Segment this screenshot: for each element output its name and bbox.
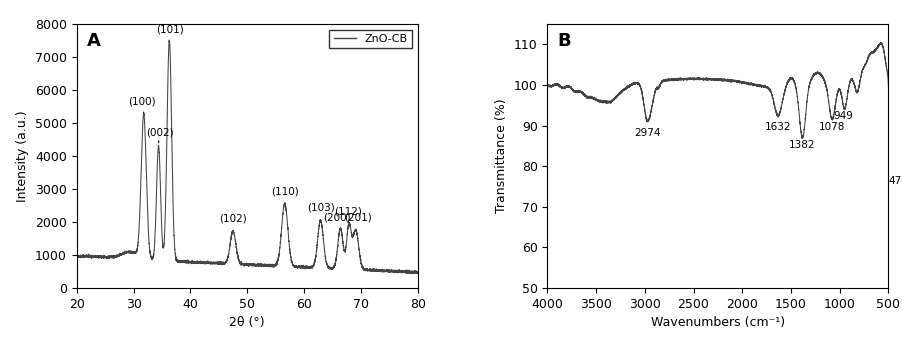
Text: (102): (102) bbox=[219, 214, 247, 224]
X-axis label: Wavenumbers (cm⁻¹): Wavenumbers (cm⁻¹) bbox=[651, 316, 785, 329]
Text: (103): (103) bbox=[308, 203, 335, 213]
Text: 949: 949 bbox=[833, 111, 853, 121]
Text: (110): (110) bbox=[271, 186, 299, 196]
Text: (100): (100) bbox=[128, 96, 156, 113]
Text: (112): (112) bbox=[335, 206, 363, 216]
Text: (101): (101) bbox=[157, 25, 184, 35]
Text: 1382: 1382 bbox=[789, 140, 815, 150]
Y-axis label: Transmittance (%): Transmittance (%) bbox=[495, 99, 508, 213]
Text: (201): (201) bbox=[344, 213, 372, 223]
Text: 1078: 1078 bbox=[819, 121, 845, 131]
Text: B: B bbox=[557, 32, 571, 50]
Text: 1632: 1632 bbox=[765, 121, 791, 131]
Text: (200): (200) bbox=[323, 212, 351, 222]
Legend: ZnO-CB: ZnO-CB bbox=[329, 29, 412, 48]
Text: 2974: 2974 bbox=[634, 128, 660, 138]
Text: A: A bbox=[87, 32, 101, 50]
Y-axis label: Intensity (a.u.): Intensity (a.u.) bbox=[16, 110, 30, 202]
X-axis label: 2θ (°): 2θ (°) bbox=[229, 316, 265, 329]
Text: (002): (002) bbox=[146, 128, 173, 143]
Text: 474: 474 bbox=[888, 176, 902, 186]
